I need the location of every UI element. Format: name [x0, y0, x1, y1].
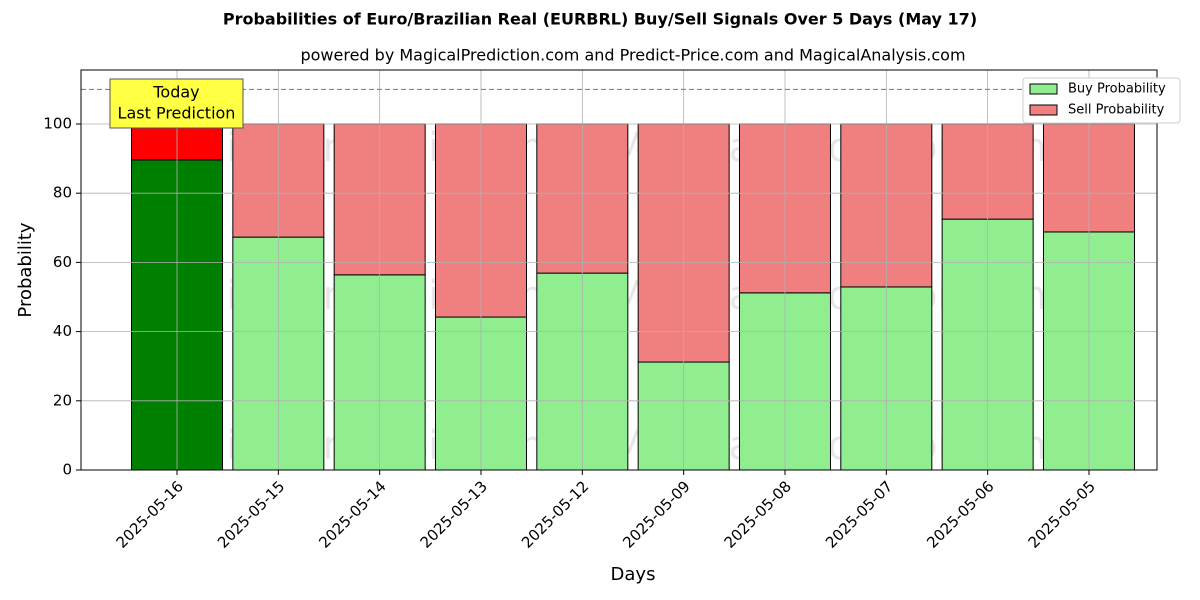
plot-frame: [80, 69, 1158, 471]
x-axis-label: Days: [611, 564, 656, 585]
legend-swatch: [1029, 83, 1058, 95]
x-tick-label: 2025-05-06: [923, 477, 997, 551]
annotation-text: Last Prediction: [118, 104, 236, 123]
x-tick-label: 2025-05-15: [214, 477, 288, 551]
annotation-text: Today: [152, 83, 199, 102]
x-tick-label: 2025-05-13: [417, 477, 491, 551]
chart-title: Probabilities of Euro/Brazilian Real (EU…: [223, 10, 977, 29]
x-tick-label: 2025-05-16: [113, 477, 187, 551]
x-tick-label: 2025-05-07: [822, 477, 896, 551]
legend-swatch: [1029, 104, 1058, 116]
y-tick-label: 60: [53, 253, 72, 271]
x-tick-label: 2025-05-09: [619, 477, 693, 551]
legend-box: [1022, 77, 1181, 124]
y-tick-label: 80: [53, 184, 72, 202]
x-tick-label: 2025-05-08: [721, 477, 795, 551]
chart-subtitle: powered by MagicalPrediction.com and Pre…: [300, 46, 965, 65]
y-tick-label: 40: [53, 322, 72, 340]
x-tick-label: 2025-05-14: [315, 477, 389, 551]
y-tick-label: 20: [53, 391, 72, 409]
x-tick-label: 2025-05-05: [1025, 477, 1099, 551]
y-tick-label: 0: [62, 461, 72, 479]
x-tick-label: 2025-05-12: [518, 477, 592, 551]
y-axis-label: Probability: [15, 222, 36, 317]
annotation-box: [109, 78, 244, 129]
y-tick-label: 100: [43, 114, 72, 132]
legend-label: Sell Probability: [1068, 103, 1165, 118]
legend-label: Buy Probability: [1068, 82, 1166, 97]
